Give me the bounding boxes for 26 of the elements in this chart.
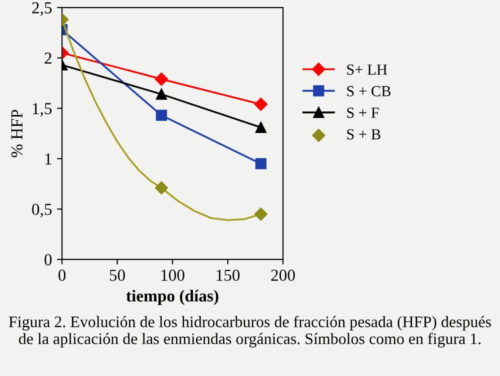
y-tick-label: 2 (44, 52, 52, 64)
point (154, 72, 168, 86)
x-tick-label: 0 (58, 270, 66, 281)
y-tick-label: 1 (45, 153, 52, 164)
y-tick-label: 0 (44, 254, 52, 266)
legend-label: S + B (347, 129, 380, 140)
point (156, 88, 168, 100)
point (154, 181, 168, 194)
y-tick-label: 0,5 (32, 204, 52, 218)
x-tick-label: 200 (271, 270, 295, 281)
x-tick-label: 100 (161, 270, 184, 281)
y-axis-title: % HFP (11, 110, 23, 158)
x-tick-label: 150 (216, 270, 240, 281)
legend-label: S + CB (347, 86, 391, 96)
y-tick-label: 2,5 (32, 2, 52, 16)
legend-label: S + F (347, 108, 379, 118)
y-tick-label: 1,5 (32, 103, 52, 117)
point (255, 158, 266, 170)
point (255, 122, 266, 133)
x-tick-label: 50 (110, 270, 125, 281)
point (254, 208, 268, 221)
text: Figura 2. Evolución de los hidrocarburos de fracción pesada (HFP) después de la aplicación de las enmiendas orgánicas. Símbolos como en figura 1. (8, 316, 491, 348)
x-axis-title: tiempo (días) (126, 290, 218, 305)
point (254, 98, 268, 111)
legend-label: S+ LH (347, 64, 388, 75)
point (156, 110, 168, 121)
